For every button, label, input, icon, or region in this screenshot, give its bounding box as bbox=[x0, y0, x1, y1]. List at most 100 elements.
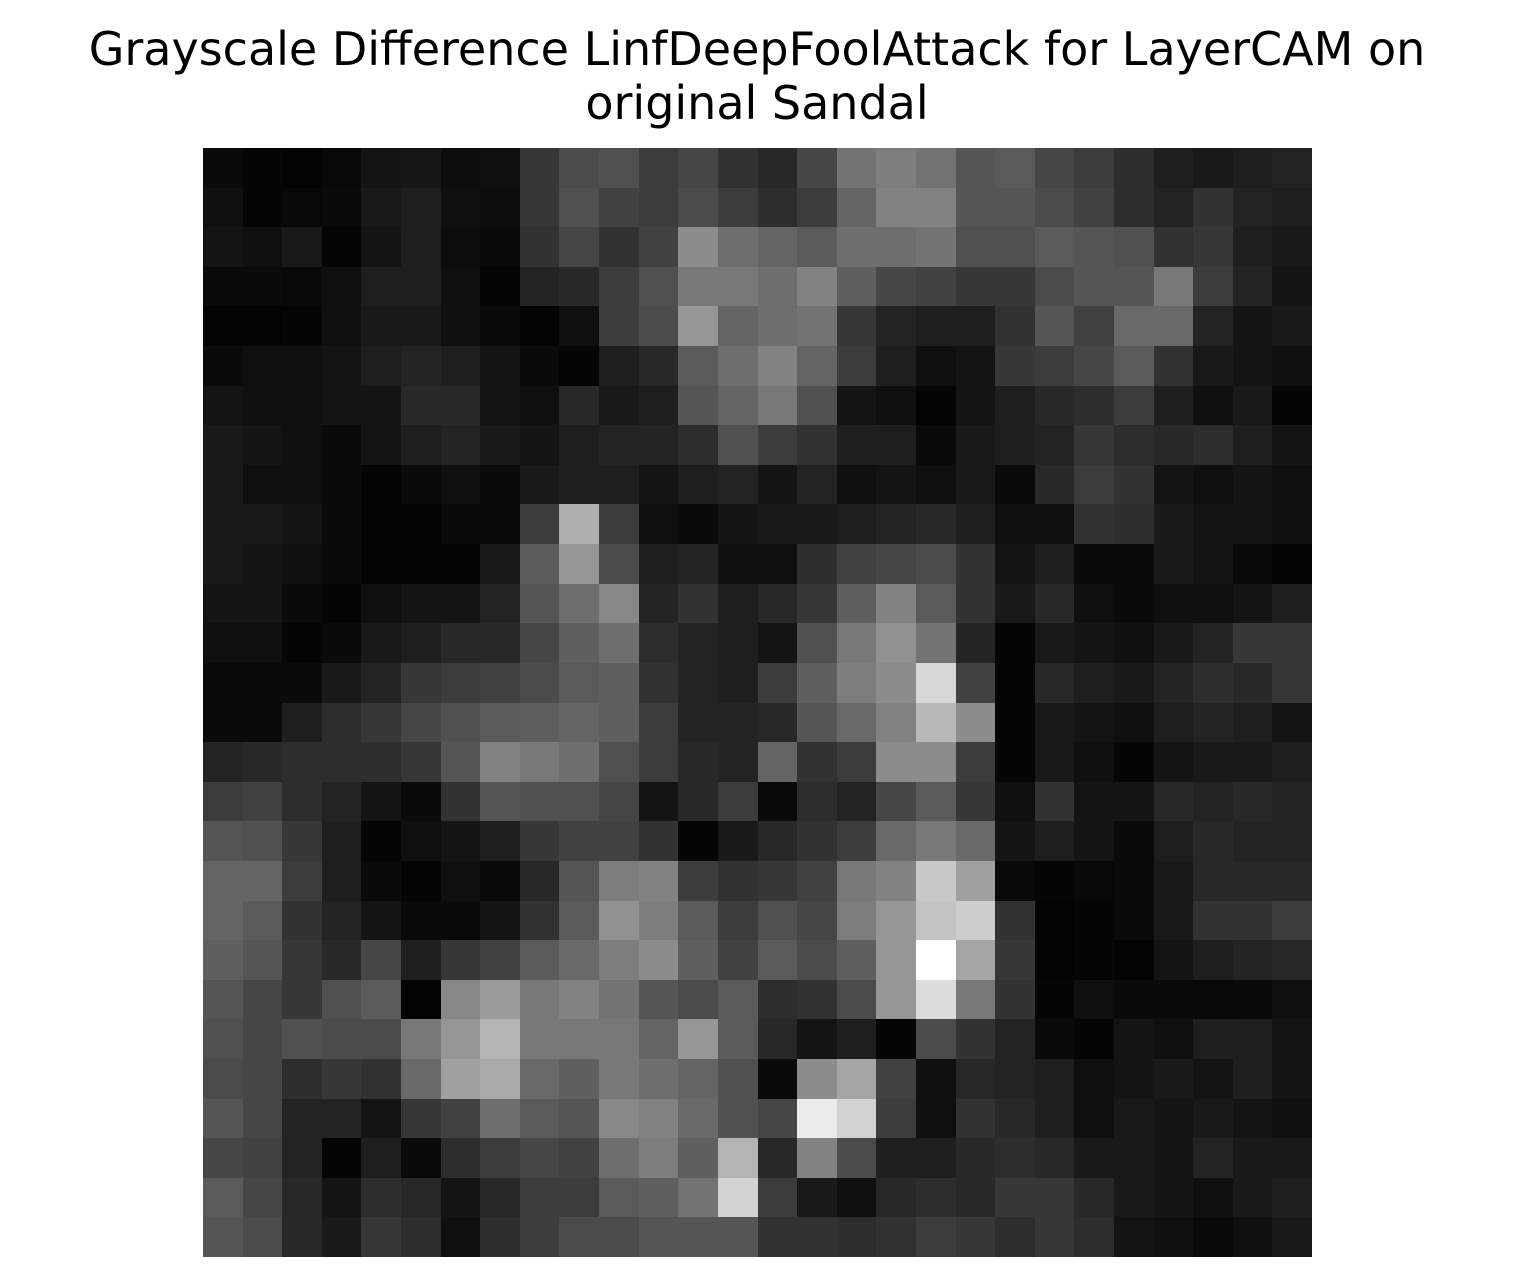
heatmap-cell-r9-c19 bbox=[956, 504, 995, 544]
heatmap-cell-r13-c27 bbox=[1272, 663, 1312, 703]
heatmap-cell-r10-c23 bbox=[1114, 544, 1154, 584]
heatmap-cell-r9-c22 bbox=[1074, 504, 1114, 544]
heatmap-cell-r21-c16 bbox=[837, 980, 876, 1019]
heatmap-cell-r2-c26 bbox=[1233, 227, 1272, 267]
heatmap-cell-r11-c25 bbox=[1193, 584, 1233, 623]
heatmap-cell-r2-c7 bbox=[480, 227, 520, 267]
heatmap-cell-r8-c14 bbox=[758, 465, 797, 504]
heatmap-cell-r19-c18 bbox=[916, 901, 956, 940]
heatmap-cell-r14-c20 bbox=[995, 703, 1035, 742]
heatmap-cell-r5-c5 bbox=[401, 346, 441, 386]
heatmap-cell-r27-c4 bbox=[361, 1217, 401, 1257]
heatmap-cell-r15-c26 bbox=[1233, 742, 1272, 782]
heatmap-cell-r27-c8 bbox=[520, 1217, 559, 1257]
heatmap-cell-r23-c16 bbox=[837, 1059, 876, 1099]
heatmap-cell-r18-c4 bbox=[361, 861, 401, 901]
heatmap-cell-r1-c20 bbox=[995, 188, 1035, 227]
heatmap-cell-r1-c25 bbox=[1193, 188, 1233, 227]
heatmap-cell-r20-c19 bbox=[956, 940, 995, 980]
heatmap-cell-r8-c24 bbox=[1154, 465, 1193, 504]
heatmap-cell-r8-c15 bbox=[797, 465, 837, 504]
heatmap-cell-r17-c12 bbox=[678, 821, 718, 861]
heatmap-cell-r8-c26 bbox=[1233, 465, 1272, 504]
heatmap-cell-r3-c0 bbox=[203, 267, 243, 306]
heatmap-cell-r25-c6 bbox=[441, 1138, 480, 1178]
heatmap-cell-r13-c24 bbox=[1154, 663, 1193, 703]
heatmap-cell-r17-c4 bbox=[361, 821, 401, 861]
heatmap-cell-r24-c24 bbox=[1154, 1099, 1193, 1138]
heatmap-cell-r26-c21 bbox=[1035, 1178, 1074, 1217]
heatmap-cell-r11-c18 bbox=[916, 584, 956, 623]
heatmap-cell-r15-c16 bbox=[837, 742, 876, 782]
heatmap-cell-r13-c19 bbox=[956, 663, 995, 703]
heatmap-cell-r14-c5 bbox=[401, 703, 441, 742]
heatmap-cell-r18-c26 bbox=[1233, 861, 1272, 901]
heatmap-cell-r11-c2 bbox=[282, 584, 322, 623]
heatmap-cell-r24-c2 bbox=[282, 1099, 322, 1138]
heatmap-cell-r23-c24 bbox=[1154, 1059, 1193, 1099]
heatmap-cell-r19-c25 bbox=[1193, 901, 1233, 940]
heatmap-cell-r6-c25 bbox=[1193, 386, 1233, 425]
heatmap-cell-r15-c11 bbox=[639, 742, 678, 782]
heatmap-cell-r14-c10 bbox=[599, 703, 639, 742]
heatmap-cell-r9-c1 bbox=[243, 504, 282, 544]
heatmap-cell-r7-c8 bbox=[520, 425, 559, 465]
heatmap-cell-r27-c0 bbox=[203, 1217, 243, 1257]
heatmap-cell-r15-c5 bbox=[401, 742, 441, 782]
heatmap-cell-r20-c3 bbox=[322, 940, 361, 980]
heatmap-cell-r27-c25 bbox=[1193, 1217, 1233, 1257]
heatmap-cell-r25-c11 bbox=[639, 1138, 678, 1178]
heatmap-cell-r7-c18 bbox=[916, 425, 956, 465]
heatmap-cell-r4-c6 bbox=[441, 306, 480, 346]
heatmap-cell-r18-c8 bbox=[520, 861, 559, 901]
heatmap-cell-r12-c13 bbox=[718, 623, 758, 663]
heatmap-cell-r19-c23 bbox=[1114, 901, 1154, 940]
heatmap-cell-r8-c13 bbox=[718, 465, 758, 504]
heatmap-cell-r14-c16 bbox=[837, 703, 876, 742]
heatmap-cell-r24-c5 bbox=[401, 1099, 441, 1138]
heatmap-cell-r20-c21 bbox=[1035, 940, 1074, 980]
heatmap-cell-r12-c23 bbox=[1114, 623, 1154, 663]
heatmap-cell-r14-c24 bbox=[1154, 703, 1193, 742]
heatmap-cell-r0-c12 bbox=[678, 148, 718, 188]
heatmap-cell-r17-c22 bbox=[1074, 821, 1114, 861]
heatmap-cell-r5-c21 bbox=[1035, 346, 1074, 386]
heatmap-cell-r0-c19 bbox=[956, 148, 995, 188]
heatmap-cell-r10-c6 bbox=[441, 544, 480, 584]
heatmap-cell-r14-c6 bbox=[441, 703, 480, 742]
heatmap-cell-r26-c11 bbox=[639, 1178, 678, 1217]
heatmap-cell-r20-c5 bbox=[401, 940, 441, 980]
heatmap-cell-r8-c12 bbox=[678, 465, 718, 504]
heatmap-cell-r26-c26 bbox=[1233, 1178, 1272, 1217]
chart-title-line-2: original Sandal bbox=[585, 76, 929, 130]
heatmap-cell-r3-c27 bbox=[1272, 267, 1312, 306]
heatmap-cell-r10-c13 bbox=[718, 544, 758, 584]
heatmap-cell-r1-c21 bbox=[1035, 188, 1074, 227]
heatmap-cell-r11-c7 bbox=[480, 584, 520, 623]
heatmap-cell-r8-c3 bbox=[322, 465, 361, 504]
heatmap-cell-r16-c27 bbox=[1272, 782, 1312, 821]
heatmap-cell-r21-c18 bbox=[916, 980, 956, 1019]
heatmap-cell-r23-c2 bbox=[282, 1059, 322, 1099]
heatmap-cell-r6-c15 bbox=[797, 386, 837, 425]
heatmap-cell-r17-c2 bbox=[282, 821, 322, 861]
heatmap-cell-r19-c1 bbox=[243, 901, 282, 940]
heatmap-cell-r13-c21 bbox=[1035, 663, 1074, 703]
heatmap-cell-r21-c2 bbox=[282, 980, 322, 1019]
heatmap-cell-r11-c8 bbox=[520, 584, 559, 623]
heatmap-cell-r12-c15 bbox=[797, 623, 837, 663]
heatmap-cell-r16-c22 bbox=[1074, 782, 1114, 821]
heatmap-cell-r3-c8 bbox=[520, 267, 559, 306]
heatmap-cell-r27-c21 bbox=[1035, 1217, 1074, 1257]
heatmap-cell-r4-c11 bbox=[639, 306, 678, 346]
heatmap-cell-r1-c14 bbox=[758, 188, 797, 227]
heatmap-cell-r23-c20 bbox=[995, 1059, 1035, 1099]
heatmap-cell-r12-c10 bbox=[599, 623, 639, 663]
heatmap-cell-r11-c11 bbox=[639, 584, 678, 623]
heatmap-cell-r3-c9 bbox=[559, 267, 599, 306]
heatmap-cell-r5-c18 bbox=[916, 346, 956, 386]
heatmap-cell-r2-c15 bbox=[797, 227, 837, 267]
heatmap-cell-r11-c16 bbox=[837, 584, 876, 623]
heatmap-cell-r16-c21 bbox=[1035, 782, 1074, 821]
heatmap-cell-r4-c16 bbox=[837, 306, 876, 346]
